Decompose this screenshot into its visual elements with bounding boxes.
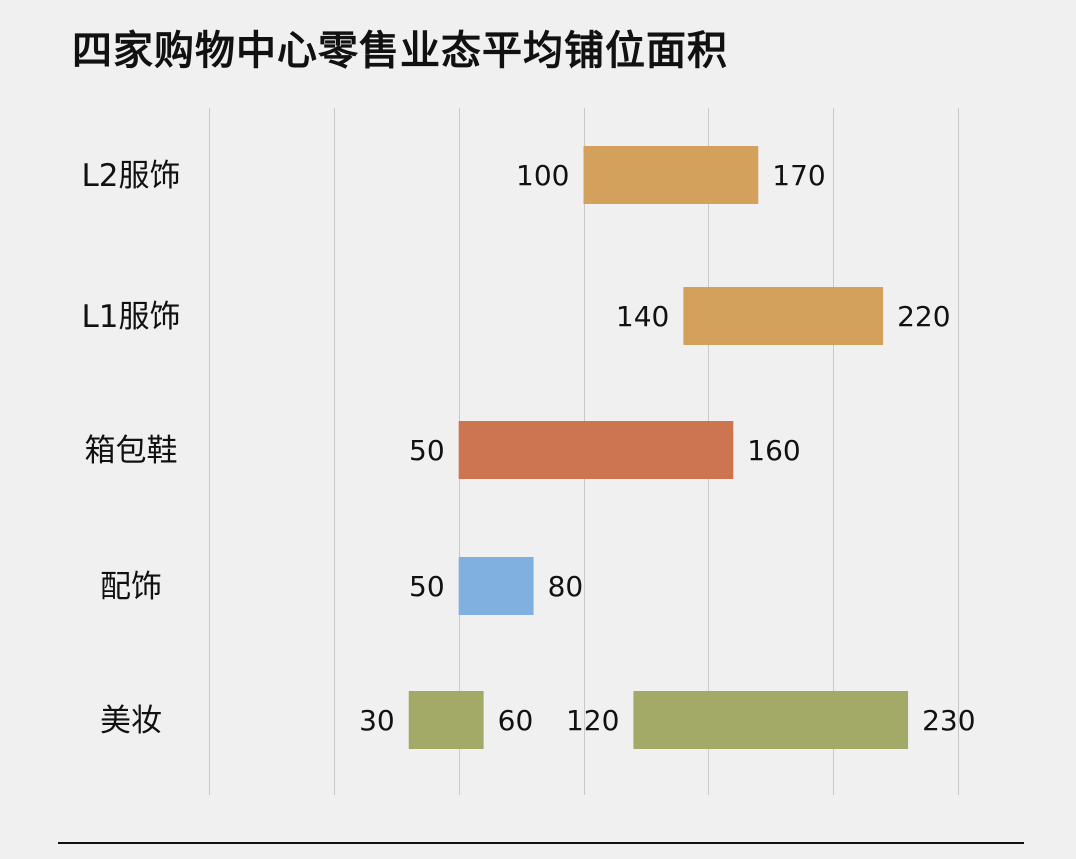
bar-end-label: 80 [548, 570, 584, 603]
range-bar [458, 557, 534, 615]
value-labels: 100 170 140 220 50 160 50 80 30 60 120 230 [359, 159, 975, 737]
bar-start-label: 50 [409, 570, 445, 603]
chart-title: 四家购物中心零售业态平均铺位面积 [72, 28, 728, 74]
category-label: 箱包鞋 [85, 433, 178, 469]
range-bar [458, 421, 734, 479]
bar-start-label: 50 [409, 434, 445, 467]
bar-end-label: 60 [498, 704, 534, 737]
category-label: L2服饰 [82, 158, 181, 194]
range-bar [408, 691, 484, 749]
category-label: L1服饰 [82, 299, 181, 335]
bar-start-label: 100 [516, 159, 569, 192]
bars [408, 146, 909, 749]
range-bar [633, 691, 909, 749]
bar-start-label: 140 [616, 300, 669, 333]
category-label: 美妆 [100, 703, 162, 739]
bottom-divider [58, 842, 1024, 844]
range-bar [583, 146, 759, 204]
bar-end-label: 220 [897, 300, 950, 333]
bar-start-label: 120 [566, 704, 619, 737]
range-bar [683, 287, 884, 345]
category-label: 配饰 [100, 569, 162, 605]
bar-end-label: 170 [772, 159, 825, 192]
bar-end-label: 160 [747, 434, 800, 467]
bar-end-label: 230 [922, 704, 975, 737]
bar-start-label: 30 [359, 704, 395, 737]
